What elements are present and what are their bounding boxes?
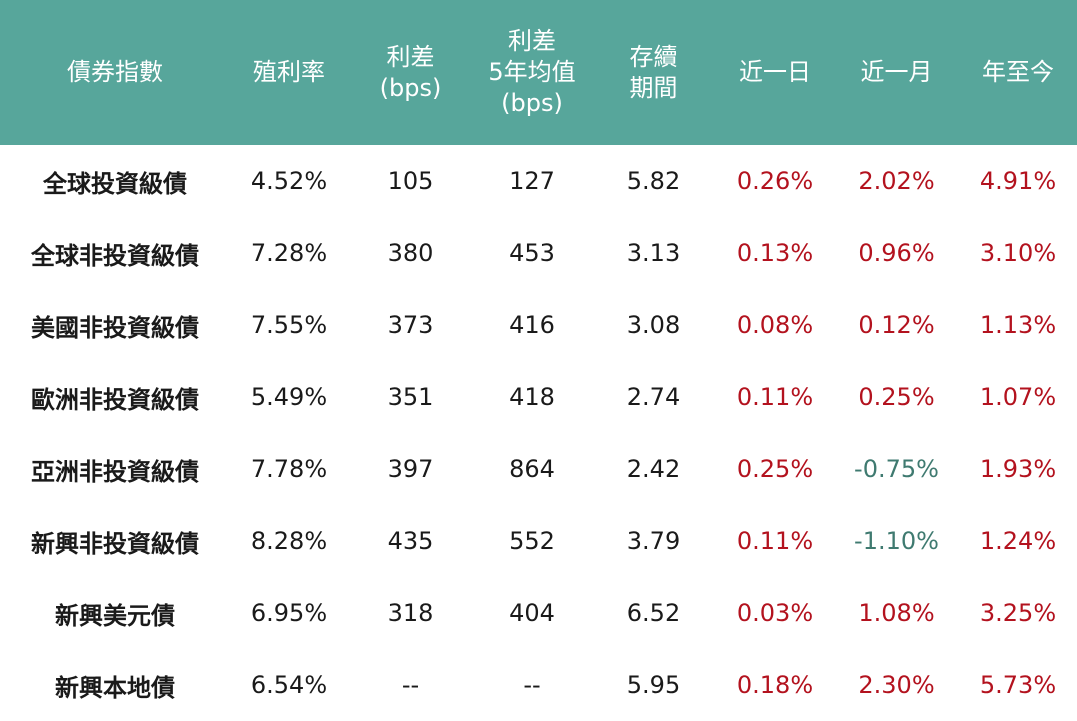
ytd-return: 1.07% [979, 383, 1057, 411]
header-1-day: 近一日 [739, 58, 811, 86]
table-row: 新興本地債 6.54% -- -- 5.95 0.18% 2.30% 5.73% [0, 649, 1077, 721]
duration-cell: 3.79 [626, 527, 681, 555]
ytd-return: 1.24% [979, 527, 1057, 555]
yield-cell: 4.52% [250, 167, 328, 195]
one-month-return: 2.02% [858, 167, 935, 195]
table-row: 新興非投資級債 8.28% 435 552 3.79 0.11% -1.10% 1.24% [0, 505, 1077, 577]
spread-cell: -- [401, 671, 420, 699]
spread-5y-cell: 127 [509, 167, 555, 195]
table-row: 全球投資級債 4.52% 105 127 5.82 0.26% 2.02% 4.91% [0, 145, 1077, 217]
duration-cell: 3.13 [626, 239, 681, 267]
ytd-return: 5.73% [979, 671, 1057, 699]
spread-cell: 380 [387, 239, 434, 267]
one-day-return: 0.25% [736, 455, 814, 483]
header-yield: 殖利率 [253, 58, 325, 86]
duration-cell: 5.95 [626, 671, 681, 699]
header-ytd: 年至今 [982, 58, 1054, 86]
table-row: 美國非投資級債 7.55% 373 416 3.08 0.08% 0.12% 1.13% [0, 289, 1077, 361]
table-row: 新興美元債 6.95% 318 404 6.52 0.03% 1.08% 3.25% [0, 577, 1077, 649]
yield-cell: 6.95% [250, 599, 328, 627]
header-spread-5y-avg: 利差 5年均值 (bps) [488, 27, 576, 117]
one-day-return: 0.03% [736, 599, 814, 627]
yield-cell: 6.54% [250, 671, 328, 699]
bond-name: 新興非投資級債 [31, 529, 199, 558]
header-bond-index: 債券指數 [67, 58, 163, 86]
spread-5y-cell: 453 [509, 239, 555, 267]
spread-cell: 105 [387, 167, 434, 195]
table-row: 全球非投資級債 7.28% 380 453 3.13 0.13% 0.96% 3.10% [0, 217, 1077, 289]
yield-cell: 7.55% [250, 311, 328, 339]
ytd-return: 1.13% [979, 311, 1057, 339]
spread-5y-cell: -- [523, 671, 541, 699]
one-day-return: 0.11% [736, 383, 814, 411]
spread-cell: 318 [387, 599, 434, 627]
one-day-return: 0.13% [736, 239, 814, 267]
bond-name: 新興美元債 [55, 601, 175, 630]
table-row: 歐洲非投資級債 5.49% 351 418 2.74 0.11% 0.25% 1.07% [0, 361, 1077, 433]
bond-name: 歐洲非投資級債 [31, 385, 199, 414]
one-month-return: 0.12% [858, 311, 935, 339]
header-spread: 利差 (bps) [379, 42, 442, 102]
bond-name: 亞洲非投資級債 [31, 457, 199, 486]
one-month-return: -0.75% [854, 455, 939, 483]
yield-cell: 7.28% [250, 239, 328, 267]
one-day-return: 0.11% [736, 527, 814, 555]
duration-cell: 3.08 [626, 311, 681, 339]
spread-5y-cell: 552 [509, 527, 555, 555]
spread-5y-cell: 418 [509, 383, 555, 411]
one-month-return: 2.30% [858, 671, 935, 699]
spread-cell: 397 [387, 455, 434, 483]
header-1-month: 近一月 [860, 58, 933, 86]
yield-cell: 5.49% [250, 383, 328, 411]
table-row: 亞洲非投資級債 7.78% 397 864 2.42 0.25% -0.75% 1.93% [0, 433, 1077, 505]
ytd-return: 3.10% [979, 239, 1057, 267]
spread-5y-cell: 864 [509, 455, 555, 483]
one-day-return: 0.08% [736, 311, 814, 339]
bond-name: 新興本地債 [55, 673, 175, 702]
one-month-return: 0.96% [858, 239, 935, 267]
ytd-return: 4.91% [979, 167, 1057, 195]
ytd-return: 3.25% [979, 599, 1057, 627]
ytd-return: 1.93% [979, 455, 1057, 483]
header-duration: 存續 期間 [629, 42, 678, 102]
spread-cell: 435 [387, 527, 434, 555]
spread-cell: 373 [387, 311, 434, 339]
yield-cell: 7.78% [250, 455, 328, 483]
duration-cell: 5.82 [626, 167, 681, 195]
one-day-return: 0.26% [736, 167, 814, 195]
bond-name: 全球非投資級債 [31, 241, 199, 270]
one-day-return: 0.18% [736, 671, 814, 699]
spread-cell: 351 [387, 383, 434, 411]
duration-cell: 2.42 [626, 455, 681, 483]
one-month-return: -1.10% [854, 527, 939, 555]
table-header: 債券指數 殖利率 利差 (bps) 利差 5年均值 (bps) 存續 期間 近一… [0, 0, 1077, 145]
spread-5y-cell: 404 [509, 599, 555, 627]
spread-5y-cell: 416 [509, 311, 555, 339]
one-month-return: 1.08% [858, 599, 935, 627]
bond-name: 美國非投資級債 [31, 313, 199, 342]
one-month-return: 0.25% [858, 383, 935, 411]
bond-name: 全球投資級債 [43, 169, 187, 198]
duration-cell: 2.74 [626, 383, 681, 411]
duration-cell: 6.52 [626, 599, 681, 627]
yield-cell: 8.28% [250, 527, 328, 555]
